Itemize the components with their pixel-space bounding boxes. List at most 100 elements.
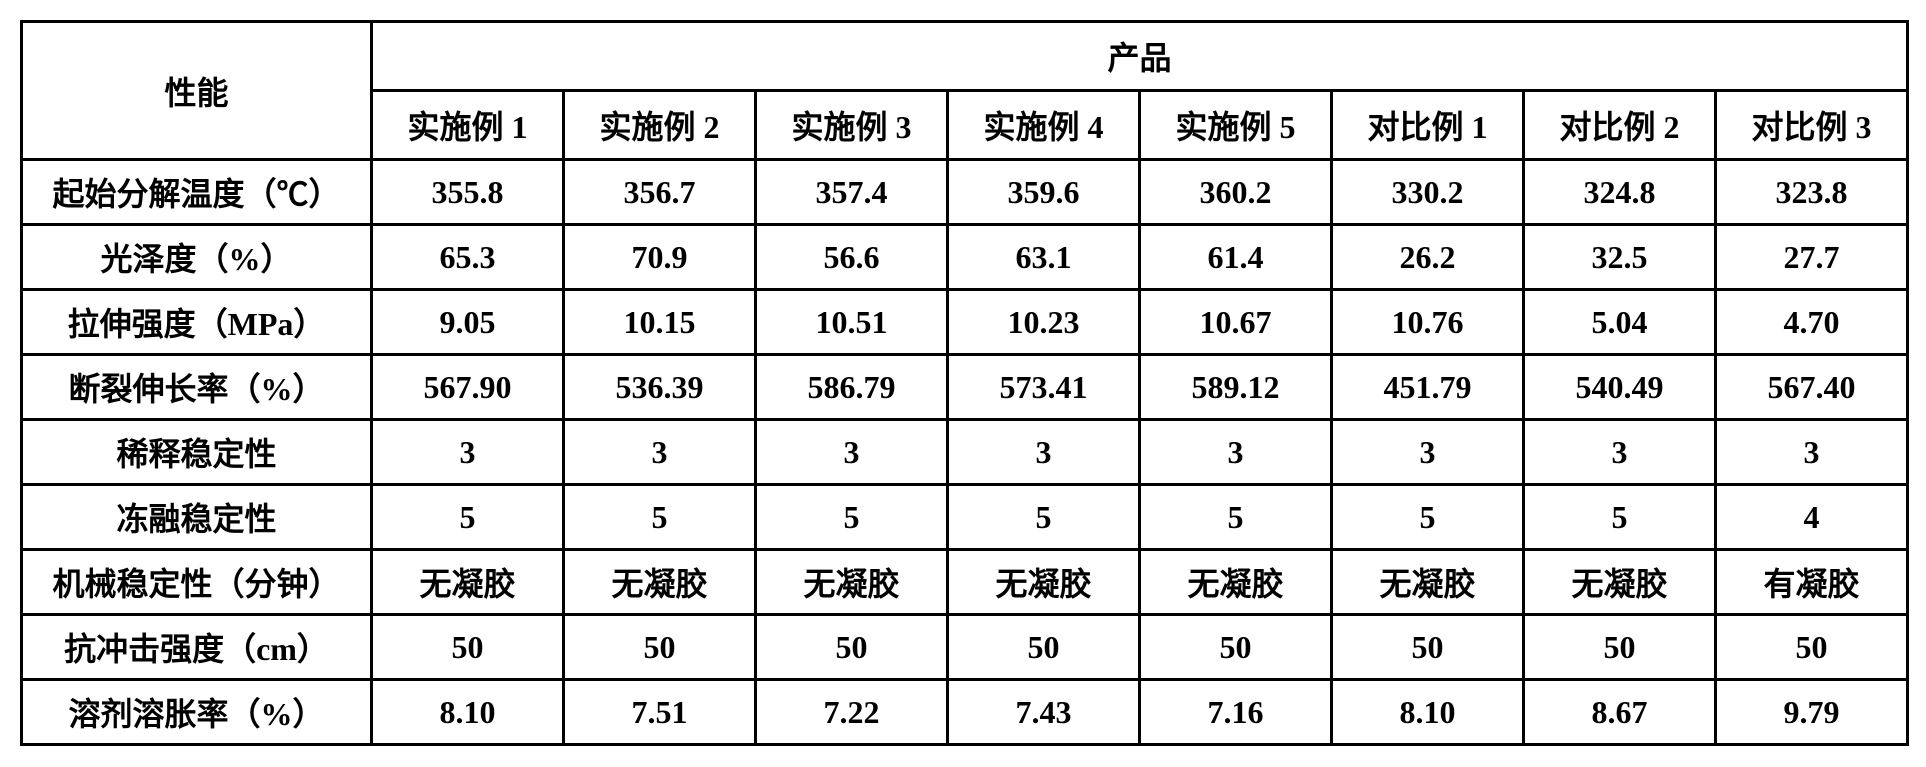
- cell: 50: [756, 615, 948, 680]
- cell: 359.6: [948, 160, 1140, 225]
- performance-table: 性能 产品 实施例 1 实施例 2 实施例 3 实施例 4 实施例 5 对比例 …: [20, 20, 1909, 746]
- cell: 356.7: [564, 160, 756, 225]
- cell: 540.49: [1524, 355, 1716, 420]
- cell: 50: [372, 615, 564, 680]
- cell: 4.70: [1716, 290, 1908, 355]
- cell: 5: [372, 485, 564, 550]
- cell: 无凝胶: [948, 550, 1140, 615]
- table-body: 起始分解温度（℃）355.8356.7357.4359.6360.2330.23…: [22, 160, 1908, 745]
- cell: 7.43: [948, 680, 1140, 745]
- table-row: 拉伸强度（MPa）9.0510.1510.5110.2310.6710.765.…: [22, 290, 1908, 355]
- cell: 573.41: [948, 355, 1140, 420]
- cell: 10.23: [948, 290, 1140, 355]
- row-label: 溶剂溶胀率（%）: [22, 680, 372, 745]
- cell: 9.05: [372, 290, 564, 355]
- cell: 63.1: [948, 225, 1140, 290]
- cell: 3: [564, 420, 756, 485]
- cell: 8.67: [1524, 680, 1716, 745]
- cell: 无凝胶: [1140, 550, 1332, 615]
- table-row: 机械稳定性（分钟）无凝胶无凝胶无凝胶无凝胶无凝胶无凝胶无凝胶有凝胶: [22, 550, 1908, 615]
- row-label: 抗冲击强度（cm）: [22, 615, 372, 680]
- cell: 5.04: [1524, 290, 1716, 355]
- cell: 567.40: [1716, 355, 1908, 420]
- cell: 56.6: [756, 225, 948, 290]
- cell: 4: [1716, 485, 1908, 550]
- cell: 5: [1140, 485, 1332, 550]
- cell: 50: [1140, 615, 1332, 680]
- cell: 无凝胶: [372, 550, 564, 615]
- cell: 536.39: [564, 355, 756, 420]
- table-row: 抗冲击强度（cm）5050505050505050: [22, 615, 1908, 680]
- cell: 5: [948, 485, 1140, 550]
- cell: 10.15: [564, 290, 756, 355]
- cell: 3: [756, 420, 948, 485]
- cell: 324.8: [1524, 160, 1716, 225]
- table-row: 溶剂溶胀率（%）8.107.517.227.437.168.108.679.79: [22, 680, 1908, 745]
- cell: 567.90: [372, 355, 564, 420]
- header-product: 产品: [372, 22, 1908, 91]
- table-row: 断裂伸长率（%）567.90536.39586.79573.41589.1245…: [22, 355, 1908, 420]
- table-row: 光泽度（%）65.370.956.663.161.426.232.527.7: [22, 225, 1908, 290]
- cell: 61.4: [1140, 225, 1332, 290]
- row-label: 起始分解温度（℃）: [22, 160, 372, 225]
- row-label: 机械稳定性（分钟）: [22, 550, 372, 615]
- cell: 7.22: [756, 680, 948, 745]
- cell: 50: [564, 615, 756, 680]
- cell: 5: [1332, 485, 1524, 550]
- cell: 3: [1332, 420, 1524, 485]
- cell: 26.2: [1332, 225, 1524, 290]
- cell: 50: [1524, 615, 1716, 680]
- cell: 无凝胶: [1332, 550, 1524, 615]
- col-header: 实施例 3: [756, 91, 948, 160]
- cell: 9.79: [1716, 680, 1908, 745]
- cell: 5: [564, 485, 756, 550]
- cell: 10.67: [1140, 290, 1332, 355]
- col-header: 对比例 1: [1332, 91, 1524, 160]
- cell: 无凝胶: [564, 550, 756, 615]
- cell: 10.51: [756, 290, 948, 355]
- cell: 70.9: [564, 225, 756, 290]
- cell: 586.79: [756, 355, 948, 420]
- cell: 323.8: [1716, 160, 1908, 225]
- cell: 3: [1716, 420, 1908, 485]
- cell: 65.3: [372, 225, 564, 290]
- cell: 无凝胶: [756, 550, 948, 615]
- cell: 有凝胶: [1716, 550, 1908, 615]
- row-label: 光泽度（%）: [22, 225, 372, 290]
- cell: 357.4: [756, 160, 948, 225]
- row-label: 稀释稳定性: [22, 420, 372, 485]
- col-header: 对比例 3: [1716, 91, 1908, 160]
- cell: 3: [1140, 420, 1332, 485]
- cell: 589.12: [1140, 355, 1332, 420]
- cell: 50: [948, 615, 1140, 680]
- cell: 10.76: [1332, 290, 1524, 355]
- row-label: 冻融稳定性: [22, 485, 372, 550]
- cell: 50: [1716, 615, 1908, 680]
- cell: 3: [372, 420, 564, 485]
- cell: 3: [1524, 420, 1716, 485]
- cell: 451.79: [1332, 355, 1524, 420]
- cell: 7.51: [564, 680, 756, 745]
- cell: 8.10: [1332, 680, 1524, 745]
- cell: 7.16: [1140, 680, 1332, 745]
- col-header: 实施例 2: [564, 91, 756, 160]
- cell: 330.2: [1332, 160, 1524, 225]
- col-header: 实施例 1: [372, 91, 564, 160]
- col-header: 对比例 2: [1524, 91, 1716, 160]
- row-label: 断裂伸长率（%）: [22, 355, 372, 420]
- cell: 360.2: [1140, 160, 1332, 225]
- col-header: 实施例 4: [948, 91, 1140, 160]
- table-row: 冻融稳定性55555554: [22, 485, 1908, 550]
- cell: 5: [756, 485, 948, 550]
- col-header: 实施例 5: [1140, 91, 1332, 160]
- header-property: 性能: [22, 22, 372, 160]
- table-row: 起始分解温度（℃）355.8356.7357.4359.6360.2330.23…: [22, 160, 1908, 225]
- cell: 3: [948, 420, 1140, 485]
- cell: 27.7: [1716, 225, 1908, 290]
- cell: 无凝胶: [1524, 550, 1716, 615]
- row-label: 拉伸强度（MPa）: [22, 290, 372, 355]
- cell: 32.5: [1524, 225, 1716, 290]
- cell: 355.8: [372, 160, 564, 225]
- table-row: 稀释稳定性33333333: [22, 420, 1908, 485]
- cell: 8.10: [372, 680, 564, 745]
